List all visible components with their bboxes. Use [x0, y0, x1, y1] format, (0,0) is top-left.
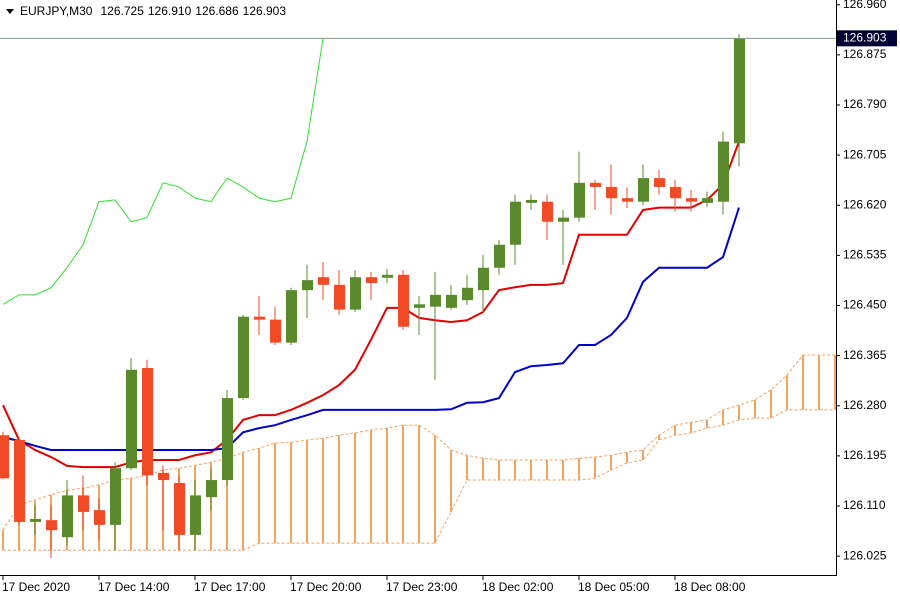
candle-body: [78, 495, 89, 512]
candle-body: [462, 287, 473, 301]
indicator-line: [2, 141, 740, 469]
y-tick-label: 126.195: [843, 448, 887, 462]
quote-value: 126.725: [100, 4, 144, 18]
y-tick-label: 126.705: [843, 147, 887, 161]
y-tick-label: 126.535: [843, 248, 887, 262]
quote-value: 126.910: [148, 4, 192, 18]
candle-body: [350, 277, 361, 310]
candle-body: [638, 178, 649, 202]
candle-body: [142, 368, 153, 476]
candle-body: [254, 316, 265, 320]
y-tick-label: 126.110: [843, 498, 886, 512]
y-tick-label: 126.450: [843, 298, 887, 312]
x-tick-label: 17 Dec 17:00: [194, 580, 266, 594]
cloud-edge: [3, 409, 835, 551]
y-tick-label: 126.790: [843, 97, 887, 111]
y-tick-label: 126.365: [843, 348, 887, 362]
x-tick-label: 17 Dec 20:00: [290, 580, 362, 594]
candle-body: [526, 199, 537, 203]
candle-body: [238, 316, 249, 399]
quote-value: 126.686: [195, 4, 239, 18]
candle-body: [126, 369, 137, 469]
candle-body: [510, 201, 521, 245]
candle-body: [14, 439, 25, 522]
candle-body: [46, 520, 57, 531]
x-tick-label: 17 Dec 2020: [2, 580, 70, 594]
candle-body: [606, 186, 617, 199]
candle-body: [398, 274, 409, 327]
x-tick-label: 18 Dec 02:00: [482, 580, 554, 594]
candle-body: [702, 198, 713, 203]
candle-body: [94, 510, 105, 525]
candle-body: [286, 290, 297, 343]
candle-body: [158, 472, 169, 481]
candle-body: [190, 495, 201, 535]
candle-body: [686, 198, 697, 202]
candle-body: [318, 277, 329, 285]
candle-body: [494, 244, 505, 268]
x-tick-label: 18 Dec 08:00: [674, 580, 746, 594]
candle-body: [382, 274, 393, 278]
candle-body: [654, 178, 665, 187]
y-tick-label: 126.875: [843, 47, 887, 61]
candle-body: [206, 480, 217, 498]
indicator-line: [2, 38, 324, 305]
candle-body: [174, 483, 185, 535]
candle-body: [30, 518, 41, 522]
y-tick-label: 126.960: [843, 0, 887, 11]
candle-body: [302, 280, 313, 291]
candle-body: [222, 398, 233, 481]
y-tick-label: 126.025: [843, 548, 887, 562]
candle-body: [414, 304, 425, 308]
candle-body: [558, 217, 569, 222]
x-tick-label: 18 Dec 05:00: [578, 580, 650, 594]
x-tick-label: 17 Dec 14:00: [98, 580, 170, 594]
candle-body: [622, 198, 633, 202]
candle-body: [734, 38, 745, 144]
candle-body: [430, 294, 441, 307]
y-tick-label: 126.620: [843, 197, 887, 211]
candle-body: [110, 468, 121, 525]
candle-body: [670, 186, 681, 199]
cloud-edge: [2, 354, 835, 531]
bid-label: 126.903: [843, 31, 887, 45]
candle-body: [270, 319, 281, 343]
symbol-label: EURJPY,M30: [20, 4, 93, 18]
candle-body: [574, 182, 585, 218]
candle-body: [334, 284, 345, 310]
quote-value: 126.903: [243, 4, 287, 18]
candle-body: [0, 435, 9, 479]
candle-body: [542, 201, 553, 222]
candle-body: [366, 277, 377, 284]
candle-body: [478, 267, 489, 291]
candle-body: [718, 141, 729, 202]
candle-body: [590, 182, 601, 187]
indicator-line: [2, 207, 740, 451]
x-tick-label: 17 Dec 23:00: [386, 580, 458, 594]
candle-body: [62, 495, 73, 538]
menu-arrow[interactable]: [6, 9, 14, 14]
candle-body: [446, 294, 457, 308]
y-tick-label: 126.280: [843, 398, 887, 412]
bid-box: [837, 30, 897, 47]
